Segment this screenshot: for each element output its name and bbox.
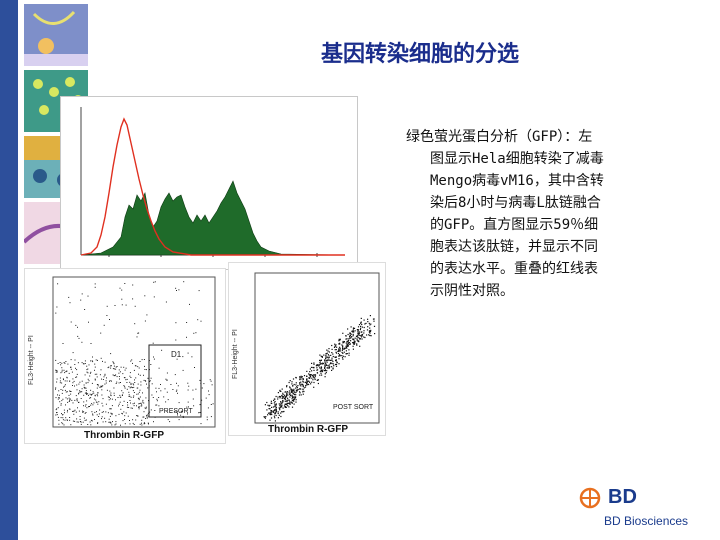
slide-title: 基因转染细胞的分选 [320,42,519,67]
histogram-green-area [80,180,346,256]
caption-line-7: 的表达水平。重叠的红线表 [430,261,598,277]
caption-line-4: 染后8小时与病毒L肽链融合 [430,195,601,211]
logo-subtitle: BD Biosciences [604,514,689,528]
caption-line-5: 的GFP。直方图显示59％细 [430,217,599,233]
caption-line-6: 胞表达该肽链，并显示不同 [430,239,598,255]
caption-line-2: 图显示Hela细胞转染了减毒 [430,151,604,167]
presort-scatter-svg: FL3-Height -- PI D1 PRESORT [28,276,216,428]
logo-name: BD [608,486,637,508]
presort-scatter-plot: FL3-Height -- PI D1 PRESORT [24,268,226,444]
caption-line-1: 绿色萤光蛋白分析（GFP）：左 [406,129,593,145]
left-xlabel: Thrombin R-GFP [84,430,164,441]
histogram-svg [80,107,346,257]
gate-d1-label: D1 [171,350,182,359]
left-ylabel: FL3-Height -- PI [28,335,35,385]
caption-text: 绿色萤光蛋白分析（GFP）：左 图显示Hela细胞转染了减毒 Mengo病毒vM… [406,126,668,302]
bd-logo-icon [578,486,606,514]
right-ylabel: FL3-Height -- PI [232,329,239,379]
postsort-scatter-plot: FL3-Height -- PI POST SORT [228,262,386,436]
histogram-red-control-line [80,117,345,256]
left-sidebar [0,0,18,540]
postsort-label: POST SORT [333,404,374,411]
caption-line-8: 示阴性对照。 [430,283,514,299]
gfp-histogram [60,96,358,270]
right-xlabel: Thrombin R-GFP [268,424,348,435]
thumbnail-image-1 [24,4,88,66]
postsort-scatter-svg: FL3-Height -- PI POST SORT [232,272,380,424]
caption-line-3: Mengo病毒vM16，其中含转 [430,173,604,189]
